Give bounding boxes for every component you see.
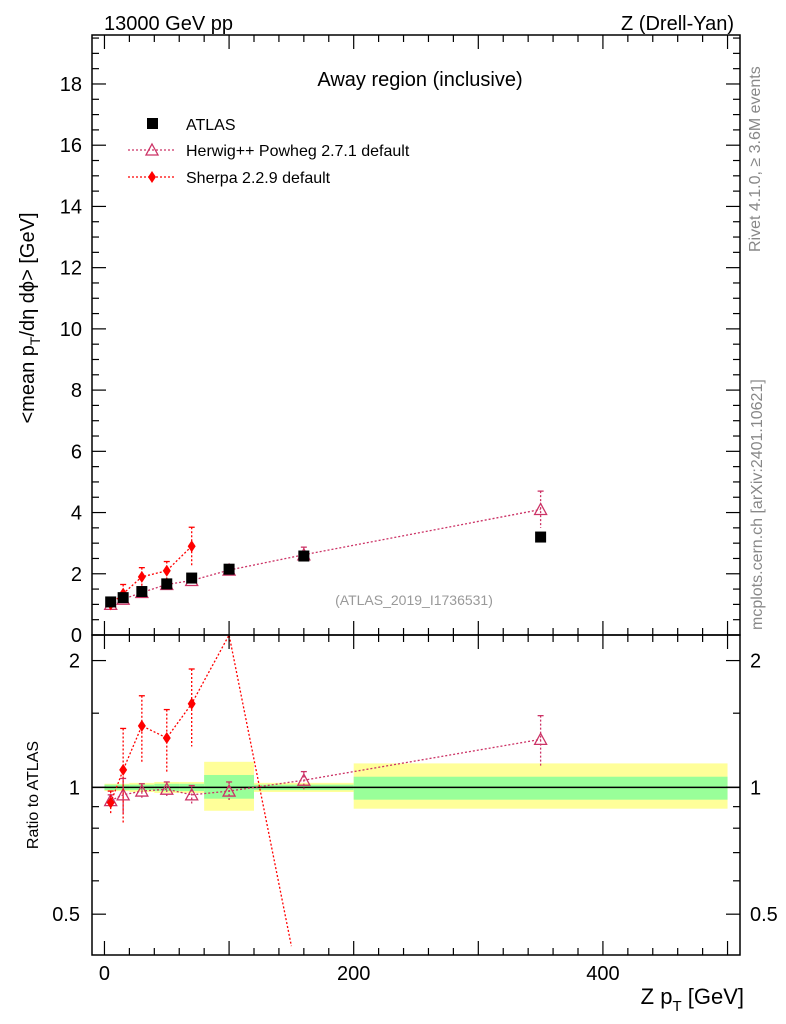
main-point-0-0 <box>105 596 117 608</box>
ratio-point-0-7 <box>533 732 548 746</box>
ratio-uncertainty-bands <box>104 761 728 811</box>
ratio-point-1-3 <box>162 731 171 744</box>
main-point-1-7 <box>533 502 548 516</box>
main-point-0-5 <box>223 563 235 575</box>
svg-text:Z pT [GeV]: Z pT [GeV] <box>641 984 744 1015</box>
legend: ATLAS Herwig++ Powheg 2.7.1 default Sher… <box>128 117 410 187</box>
legend-sherpa: Sherpa 2.2.9 default <box>128 170 331 187</box>
ratio-ytick-label-1: 1 <box>69 777 80 799</box>
ratio-point-0-2 <box>134 783 149 797</box>
panel-title: Away region (inclusive) <box>317 69 522 91</box>
main-point-0-2 <box>136 586 148 598</box>
main-point-2-3 <box>162 564 171 577</box>
analysis-watermark: (ATLAS_2019_I1736531) <box>335 592 493 608</box>
main-ytick-label-0: 0 <box>71 625 82 647</box>
main-ytick-label-6: 12 <box>60 258 82 280</box>
legend-herwig: Herwig++ Powheg 2.7.1 default <box>128 142 410 160</box>
ratio-xtick-label-1: 200 <box>337 963 370 985</box>
ratio-point-0-5 <box>221 783 237 797</box>
svg-text:Sherpa 2.2.9 default: Sherpa 2.2.9 default <box>186 170 331 187</box>
ratio-point-1-1 <box>119 763 128 776</box>
main-ytick-label-5: 10 <box>60 319 82 341</box>
ratio-ytick-label-right-0: 0.5 <box>750 904 778 926</box>
header-left: 13000 GeV pp <box>104 13 233 35</box>
svg-text:Herwig++ Powheg 2.7.1 default: Herwig++ Powheg 2.7.1 default <box>186 143 410 160</box>
rivet-label: Rivet 4.1.0, ≥ 3.6M events <box>747 66 764 252</box>
ratio-y-axis-label: Ratio to ATLAS <box>25 741 42 849</box>
main-ytick-label-4: 8 <box>71 380 82 402</box>
band-inner-7 <box>353 776 728 800</box>
ratio-point-1-0 <box>106 796 115 809</box>
main-point-0-6 <box>298 550 310 562</box>
ratio-point-1-2 <box>137 719 146 732</box>
ratio-point-0-6 <box>296 772 311 786</box>
header-right: Z (Drell-Yan) <box>621 13 734 35</box>
main-point-0-7 <box>535 531 547 543</box>
ratio-ytick-label-right-1: 1 <box>750 777 761 799</box>
main-point-2-2 <box>137 570 146 583</box>
main-point-0-4 <box>186 572 198 584</box>
svg-text:ATLAS: ATLAS <box>186 117 236 134</box>
main-ytick-label-3: 6 <box>71 441 82 463</box>
ratio-panel-series <box>103 635 548 947</box>
main-point-0-3 <box>161 578 173 590</box>
main-ytick-label-1: 2 <box>71 564 82 586</box>
main-panel-series <box>103 490 548 611</box>
main-ytick-label-7: 14 <box>60 196 82 218</box>
main-line-1 <box>110 508 541 605</box>
svg-text:Ratio to ATLAS: Ratio to ATLAS <box>25 741 42 849</box>
main-point-2-4 <box>187 540 196 553</box>
ratio-xtick-label-2: 400 <box>586 963 619 985</box>
ratio-point-0-4 <box>184 787 199 801</box>
main-ytick-label-2: 4 <box>71 503 82 525</box>
ratio-point-0-3 <box>159 781 174 795</box>
main-y-axis-label: <mean pT/dη dϕ> [GeV] <box>17 212 43 423</box>
ratio-panel-frame <box>91 634 741 956</box>
ratio-ytick-label-right-2: 2 <box>750 651 761 673</box>
legend-atlas: ATLAS <box>147 117 236 134</box>
mcplots-label: mcplots.cern.ch [arXiv:2401.10621] <box>749 379 766 630</box>
main-point-0-1 <box>117 592 129 604</box>
svg-text:<mean pT/dη dϕ> [GeV]: <mean pT/dη dϕ> [GeV] <box>17 212 43 423</box>
ratio-ytick-label-0: 0.5 <box>52 904 80 926</box>
ratio-ytick-label-2: 2 <box>69 651 80 673</box>
ratio-xtick-label-0: 0 <box>99 963 110 985</box>
ratio-point-0-1 <box>116 787 131 801</box>
x-axis-label: Z pT [GeV] <box>641 984 744 1015</box>
main-ytick-label-9: 18 <box>60 74 82 96</box>
main-ytick-label-8: 16 <box>60 135 82 157</box>
ratio-point-1-4 <box>187 697 196 710</box>
